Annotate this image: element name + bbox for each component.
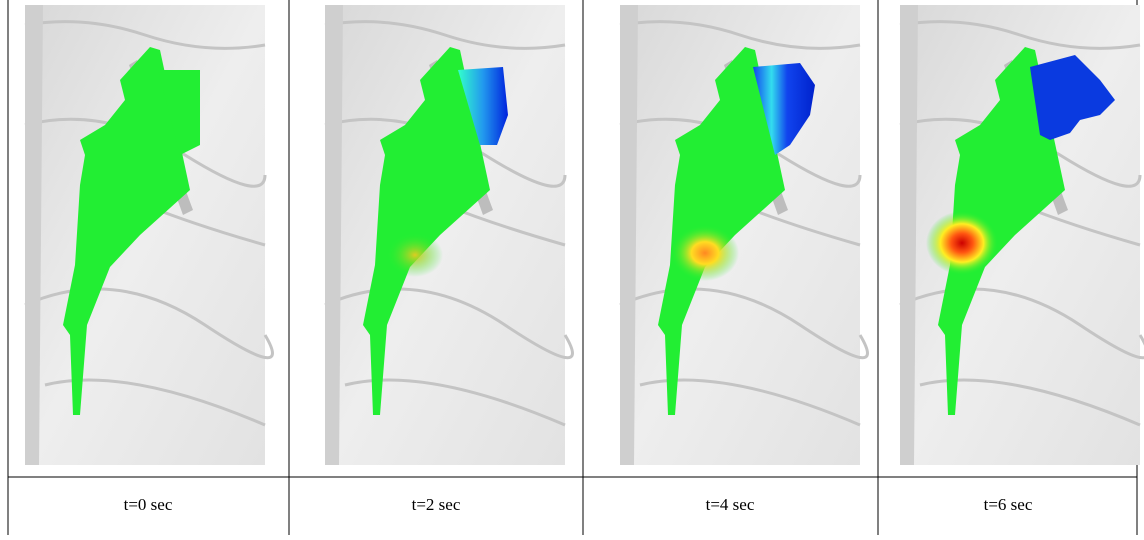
caption: t=2 sec (412, 495, 461, 514)
panel-image (23, 3, 274, 467)
caption: t=4 sec (706, 495, 755, 514)
panel-image (618, 3, 869, 467)
caption: t=0 sec (124, 495, 173, 514)
panel-image (323, 3, 574, 467)
caption: t=6 sec (984, 495, 1033, 514)
panel-image (898, 3, 1144, 467)
